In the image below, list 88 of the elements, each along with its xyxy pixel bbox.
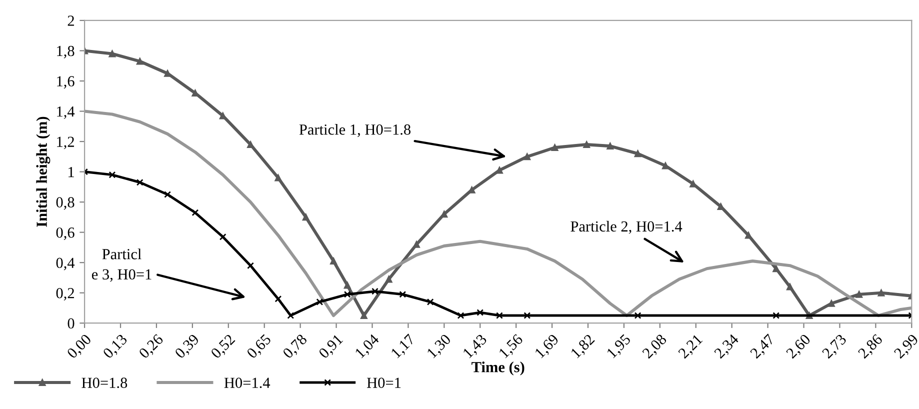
x-tick-label: 1,82 (570, 334, 597, 360)
point (330, 258, 337, 265)
point (476, 309, 484, 316)
point (457, 312, 464, 320)
y-tick-label: 1,8 (57, 46, 74, 58)
x-tick-label: 2,60 (786, 334, 813, 360)
point (302, 214, 310, 221)
annotation: Particl e 3, H0=1 (92, 248, 152, 282)
point (634, 150, 642, 158)
legend-label: H0=1.8 (82, 378, 128, 388)
point (786, 283, 794, 290)
x-tick-label: 2,86 (858, 333, 885, 360)
point (496, 166, 503, 174)
point (108, 50, 116, 58)
y-tick-label: 0,6 (56, 227, 74, 240)
x-tick-label: 0,39 (174, 334, 202, 360)
point (772, 312, 780, 320)
y-tick-label: 1,6 (57, 76, 74, 89)
x-tick-label: 0,91 (318, 334, 345, 360)
point (524, 153, 531, 160)
point (662, 162, 669, 170)
legend-label: H0=1 (366, 378, 401, 388)
x-tick-label: 2,08 (642, 334, 669, 360)
point (247, 141, 254, 148)
annotation: Particle 2, H0=1.4 (570, 220, 682, 234)
point (192, 209, 199, 216)
point (426, 298, 434, 306)
x-tick-label: 0,52 (210, 334, 237, 360)
point (274, 295, 282, 302)
point (385, 276, 392, 283)
legend-label: H0=1.4 (224, 378, 270, 388)
point (136, 178, 144, 186)
point (108, 171, 116, 178)
x-tick-label: 0,00 (66, 334, 94, 360)
y-tick-label: 1,2 (57, 136, 74, 150)
point (744, 232, 752, 239)
point (856, 290, 863, 298)
point (772, 265, 780, 272)
point (524, 312, 531, 320)
point (551, 144, 558, 152)
y-tick-label: 0,2 (56, 288, 74, 300)
x-tick-label: 2,99 (894, 334, 919, 360)
y-tick-label: 1,4 (57, 106, 75, 119)
point (360, 312, 368, 320)
point (136, 58, 144, 65)
point (219, 112, 226, 120)
point (634, 312, 642, 320)
x-tick-label: 2,34 (714, 333, 741, 360)
y-tick-label: 1 (68, 166, 74, 178)
point (399, 290, 406, 298)
y-tick-label: 0,8 (56, 197, 74, 210)
y-tick-label: 0,4 (56, 258, 75, 270)
point (344, 282, 351, 289)
point (496, 312, 503, 320)
x-tick-label: 1,17 (390, 334, 418, 360)
y-tick-label: 0 (68, 318, 74, 329)
point (344, 290, 351, 298)
point (274, 174, 282, 182)
point (878, 289, 885, 296)
x-tick-label: 1,56 (498, 333, 525, 360)
point (247, 262, 254, 270)
x-tick-label: 0,65 (246, 334, 274, 360)
point (717, 203, 724, 210)
point (828, 300, 835, 307)
x-tick-label: 1,43 (462, 334, 489, 360)
point (606, 142, 614, 150)
point (316, 298, 324, 306)
point (413, 240, 420, 248)
y-tick-label: 2 (68, 16, 74, 26)
x-axis-title: Time (s) (472, 362, 524, 376)
x-tick-label: 0,13 (102, 334, 130, 360)
x-tick-label: 2,73 (822, 334, 848, 360)
point (583, 141, 590, 148)
x-tick-label: 1,95 (606, 334, 633, 360)
x-tick-label: 2,21 (678, 334, 704, 360)
point (287, 312, 294, 320)
x-tick-label: 1,69 (534, 334, 561, 360)
point (372, 288, 378, 295)
y-axis-title: Initial height (m) (36, 116, 50, 227)
point (440, 210, 448, 218)
x-tick-label: 2,47 (750, 333, 777, 360)
x-tick-label: 0,26 (138, 333, 166, 360)
point (164, 191, 172, 198)
point (219, 233, 226, 240)
x-tick-label: 1,30 (426, 334, 453, 360)
x-tick-label: 1,04 (354, 333, 382, 360)
annotation: Particle 1, H0=1.8 (299, 124, 410, 137)
x-tick-label: 0,78 (282, 334, 310, 360)
